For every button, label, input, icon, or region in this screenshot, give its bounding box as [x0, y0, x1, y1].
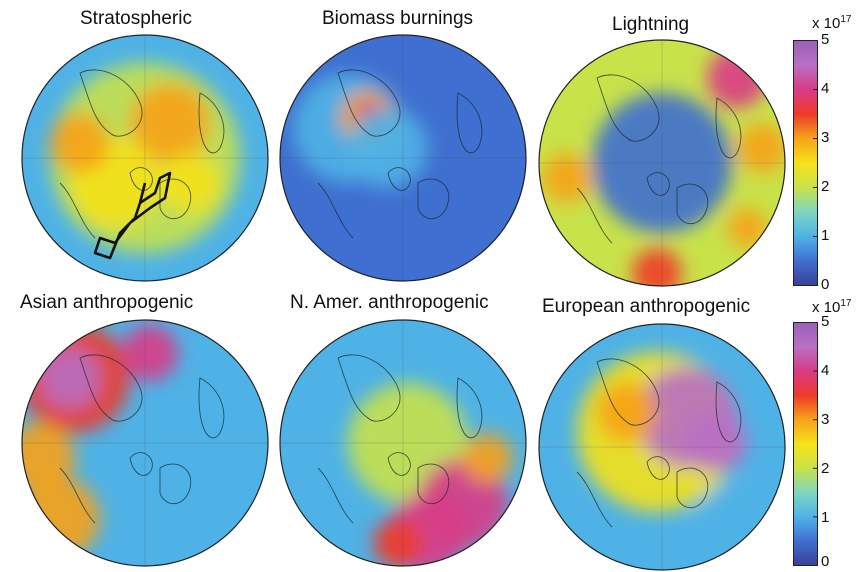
colorbar-bottom-exponent-base: x 10 [812, 299, 841, 316]
colorbar-bottom-exponent-power: 17 [840, 298, 852, 309]
panel-title-namer: N. Amer. anthropogenic [290, 292, 489, 313]
colorbar-bottom-tick: 1 [821, 509, 830, 526]
colorbar-top [793, 40, 818, 286]
colorbar-bottom-tick: 3 [821, 411, 830, 428]
map-europe [538, 323, 786, 571]
colorbar-top-exponent: x 1017 [812, 14, 851, 32]
colorbar-bottom-tick: 0 [821, 553, 830, 570]
colorbar-bottom-tick: 2 [821, 460, 830, 477]
panel-title-europe: European anthropogenic [542, 296, 751, 317]
colorbar-bottom-tick: 5 [821, 313, 830, 330]
map-biomass [279, 34, 527, 282]
map-stratospheric [21, 34, 269, 282]
colorbar-bottom [793, 322, 818, 566]
panel-title-lightning: Lightning [612, 14, 690, 35]
panel-title-biomass: Biomass burnings [322, 8, 474, 29]
colorbar-top-tick: 4 [821, 80, 830, 97]
map-namer [279, 319, 527, 567]
colorbar-top-tick: 3 [821, 129, 830, 146]
map-asian [21, 319, 269, 567]
colorbar-bottom-exponent: x 1017 [812, 298, 851, 316]
map-lightning [538, 39, 786, 287]
colorbar-top-exponent-base: x 10 [812, 15, 841, 32]
colorbar-top-exponent-power: 17 [840, 14, 852, 25]
colorbar-top-tick: 2 [821, 178, 830, 195]
colorbar-top-tick: 5 [821, 31, 830, 48]
panel-title-asian: Asian anthropogenic [20, 292, 194, 313]
colorbar-top-tick: 0 [821, 276, 830, 293]
colorbar-bottom-tick: 4 [821, 362, 830, 379]
colorbar-top-tick: 1 [821, 227, 830, 244]
panel-title-stratospheric: Stratospheric [80, 8, 192, 29]
